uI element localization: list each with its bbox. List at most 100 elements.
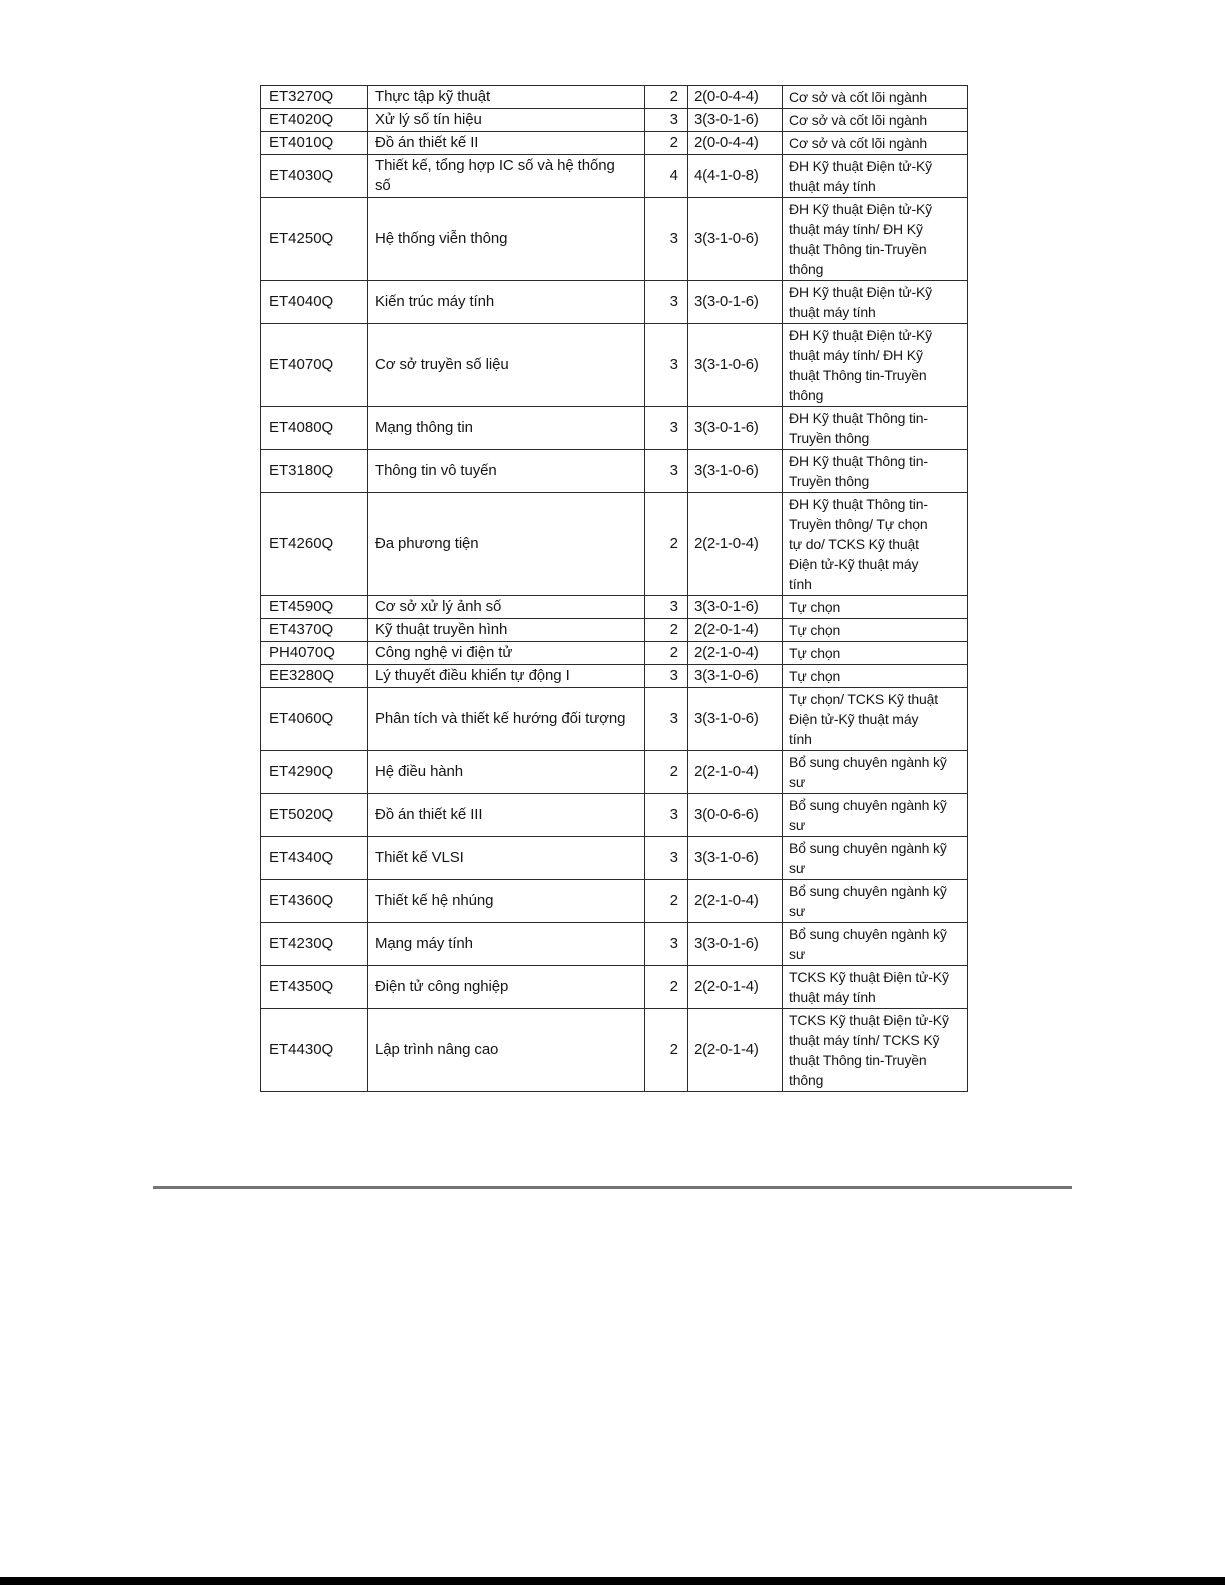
course-credits-cell: 2 <box>644 85 688 109</box>
course-credits-cell: 2 <box>644 618 688 642</box>
course-credits-cell: 2 <box>644 965 688 1009</box>
course-row: ET3180Q Thông tin vô tuyến 3 3(3-1-0-6) … <box>260 449 968 493</box>
course-category-cell: ĐH Kỹ thuật Thông tin- Truyền thông <box>782 449 968 493</box>
course-credits-cell: 2 <box>644 879 688 923</box>
course-name-cell: Kiến trúc máy tính <box>367 280 645 324</box>
course-row: ET4230Q Mạng máy tính 3 3(3-0-1-6) Bổ su… <box>260 922 968 966</box>
course-name-cell: Phân tích và thiết kế hướng đối tượng <box>367 687 645 751</box>
course-credits-cell: 3 <box>644 323 688 407</box>
course-credits-cell: 2 <box>644 492 688 596</box>
course-credits-cell: 3 <box>644 449 688 493</box>
course-code-cell: ET4290Q <box>260 750 368 794</box>
course-row: ET5020Q Đồ án thiết kế III 3 3(0-0-6-6) … <box>260 793 968 837</box>
course-structure-cell: 2(2-0-1-4) <box>687 618 783 642</box>
course-credits-cell: 3 <box>644 664 688 688</box>
course-name-cell: Đồ án thiết kế III <box>367 793 645 837</box>
course-name-cell: Thông tin vô tuyến <box>367 449 645 493</box>
course-name-cell: Cơ sở xử lý ảnh số <box>367 595 645 619</box>
course-table-body: ET3270Q Thực tập kỹ thuật 2 2(0-0-4-4) C… <box>260 85 968 1092</box>
course-row: ET4430Q Lập trình nâng cao 2 2(2-0-1-4) … <box>260 1008 968 1092</box>
course-name-cell: Cơ sở truyền số liệu <box>367 323 645 407</box>
course-structure-cell: 2(2-0-1-4) <box>687 1008 783 1092</box>
course-code-cell: ET3180Q <box>260 449 368 493</box>
course-credits-cell: 3 <box>644 922 688 966</box>
course-row: ET4030Q Thiết kế, tổng hợp IC số và hệ t… <box>260 154 968 198</box>
course-structure-cell: 3(3-1-0-6) <box>687 197 783 281</box>
course-table: ET3270Q Thực tập kỹ thuật 2 2(0-0-4-4) C… <box>260 85 968 1092</box>
course-code-cell: ET4060Q <box>260 687 368 751</box>
course-code-cell: ET5020Q <box>260 793 368 837</box>
course-category-cell: Tự chọn <box>782 664 968 688</box>
course-code-cell: ET4230Q <box>260 922 368 966</box>
course-code-cell: ET4030Q <box>260 154 368 198</box>
course-credits-cell: 2 <box>644 641 688 665</box>
course-credits-cell: 3 <box>644 793 688 837</box>
course-structure-cell: 3(3-0-1-6) <box>687 280 783 324</box>
course-row: PH4070Q Công nghệ vi điện tử 2 2(2-1-0-4… <box>260 641 968 665</box>
course-category-cell: Bổ sung chuyên ngành kỹ sư <box>782 922 968 966</box>
course-code-cell: ET4370Q <box>260 618 368 642</box>
course-credits-cell: 4 <box>644 154 688 198</box>
course-row: ET4590Q Cơ sở xử lý ảnh số 3 3(3-0-1-6) … <box>260 595 968 619</box>
course-credits-cell: 3 <box>644 197 688 281</box>
course-name-cell: Thiết kế, tổng hợp IC số và hệ thống số <box>367 154 645 198</box>
course-name-cell: Thực tập kỹ thuật <box>367 85 645 109</box>
course-structure-cell: 3(3-1-0-6) <box>687 323 783 407</box>
course-row: ET3270Q Thực tập kỹ thuật 2 2(0-0-4-4) C… <box>260 85 968 109</box>
course-row: ET4080Q Mạng thông tin 3 3(3-0-1-6) ĐH K… <box>260 406 968 450</box>
course-structure-cell: 3(3-0-1-6) <box>687 922 783 966</box>
course-row: ET4010Q Đồ án thiết kế II 2 2(0-0-4-4) C… <box>260 131 968 155</box>
course-code-cell: ET4040Q <box>260 280 368 324</box>
footnote-separator-line <box>153 1186 1072 1189</box>
course-structure-cell: 3(3-0-1-6) <box>687 108 783 132</box>
course-code-cell: ET4080Q <box>260 406 368 450</box>
course-category-cell: Tự chọn <box>782 595 968 619</box>
course-name-cell: Lý thuyết điều khiển tự động I <box>367 664 645 688</box>
course-structure-cell: 3(0-0-6-6) <box>687 793 783 837</box>
course-name-cell: Lập trình nâng cao <box>367 1008 645 1092</box>
course-name-cell: Điện tử công nghiệp <box>367 965 645 1009</box>
course-category-cell: ĐH Kỹ thuật Thông tin- Truyền thông <box>782 406 968 450</box>
course-code-cell: ET4430Q <box>260 1008 368 1092</box>
course-code-cell: ET4070Q <box>260 323 368 407</box>
course-structure-cell: 4(4-1-0-8) <box>687 154 783 198</box>
course-code-cell: ET4360Q <box>260 879 368 923</box>
course-structure-cell: 2(2-1-0-4) <box>687 879 783 923</box>
course-row: ET4070Q Cơ sở truyền số liệu 3 3(3-1-0-6… <box>260 323 968 407</box>
course-row: EE3280Q Lý thuyết điều khiển tự động I 3… <box>260 664 968 688</box>
course-structure-cell: 3(3-1-0-6) <box>687 449 783 493</box>
course-row: ET4370Q Kỹ thuật truyền hình 2 2(2-0-1-4… <box>260 618 968 642</box>
course-structure-cell: 2(0-0-4-4) <box>687 131 783 155</box>
course-category-cell: Bổ sung chuyên ngành kỹ sư <box>782 793 968 837</box>
course-category-cell: ĐH Kỹ thuật Điện tử-Kỹ thuật máy tính/ Đ… <box>782 323 968 407</box>
course-category-cell: Cơ sở và cốt lõi ngành <box>782 131 968 155</box>
course-row: ET4250Q Hệ thống viễn thông 3 3(3-1-0-6)… <box>260 197 968 281</box>
course-structure-cell: 2(2-1-0-4) <box>687 641 783 665</box>
course-credits-cell: 3 <box>644 687 688 751</box>
course-row: ET4290Q Hệ điều hành 2 2(2-1-0-4) Bổ sun… <box>260 750 968 794</box>
course-code-cell: ET3270Q <box>260 85 368 109</box>
course-structure-cell: 2(2-1-0-4) <box>687 750 783 794</box>
course-structure-cell: 2(2-0-1-4) <box>687 965 783 1009</box>
course-name-cell: Mạng máy tính <box>367 922 645 966</box>
course-category-cell: ĐH Kỹ thuật Điện tử-Kỹ thuật máy tính/ Đ… <box>782 197 968 281</box>
course-category-cell: Bổ sung chuyên ngành kỹ sư <box>782 879 968 923</box>
course-category-cell: Tự chọn <box>782 618 968 642</box>
course-credits-cell: 3 <box>644 406 688 450</box>
course-name-cell: Hệ thống viễn thông <box>367 197 645 281</box>
course-category-cell: Tự chọn <box>782 641 968 665</box>
course-category-cell: TCKS Kỹ thuật Điện tử-Kỹ thuật máy tính/… <box>782 1008 968 1092</box>
course-credits-cell: 3 <box>644 595 688 619</box>
course-row: ET4260Q Đa phương tiện 2 2(2-1-0-4) ĐH K… <box>260 492 968 596</box>
course-row: ET4060Q Phân tích và thiết kế hướng đối … <box>260 687 968 751</box>
course-row: ET4360Q Thiết kế hệ nhúng 2 2(2-1-0-4) B… <box>260 879 968 923</box>
course-credits-cell: 3 <box>644 108 688 132</box>
course-structure-cell: 3(3-1-0-6) <box>687 664 783 688</box>
course-name-cell: Công nghệ vi điện tử <box>367 641 645 665</box>
course-code-cell: ET4010Q <box>260 131 368 155</box>
course-category-cell: ĐH Kỹ thuật Điện tử-Kỹ thuật máy tính <box>782 280 968 324</box>
course-code-cell: ET4340Q <box>260 836 368 880</box>
course-code-cell: ET4020Q <box>260 108 368 132</box>
course-row: ET4040Q Kiến trúc máy tính 3 3(3-0-1-6) … <box>260 280 968 324</box>
